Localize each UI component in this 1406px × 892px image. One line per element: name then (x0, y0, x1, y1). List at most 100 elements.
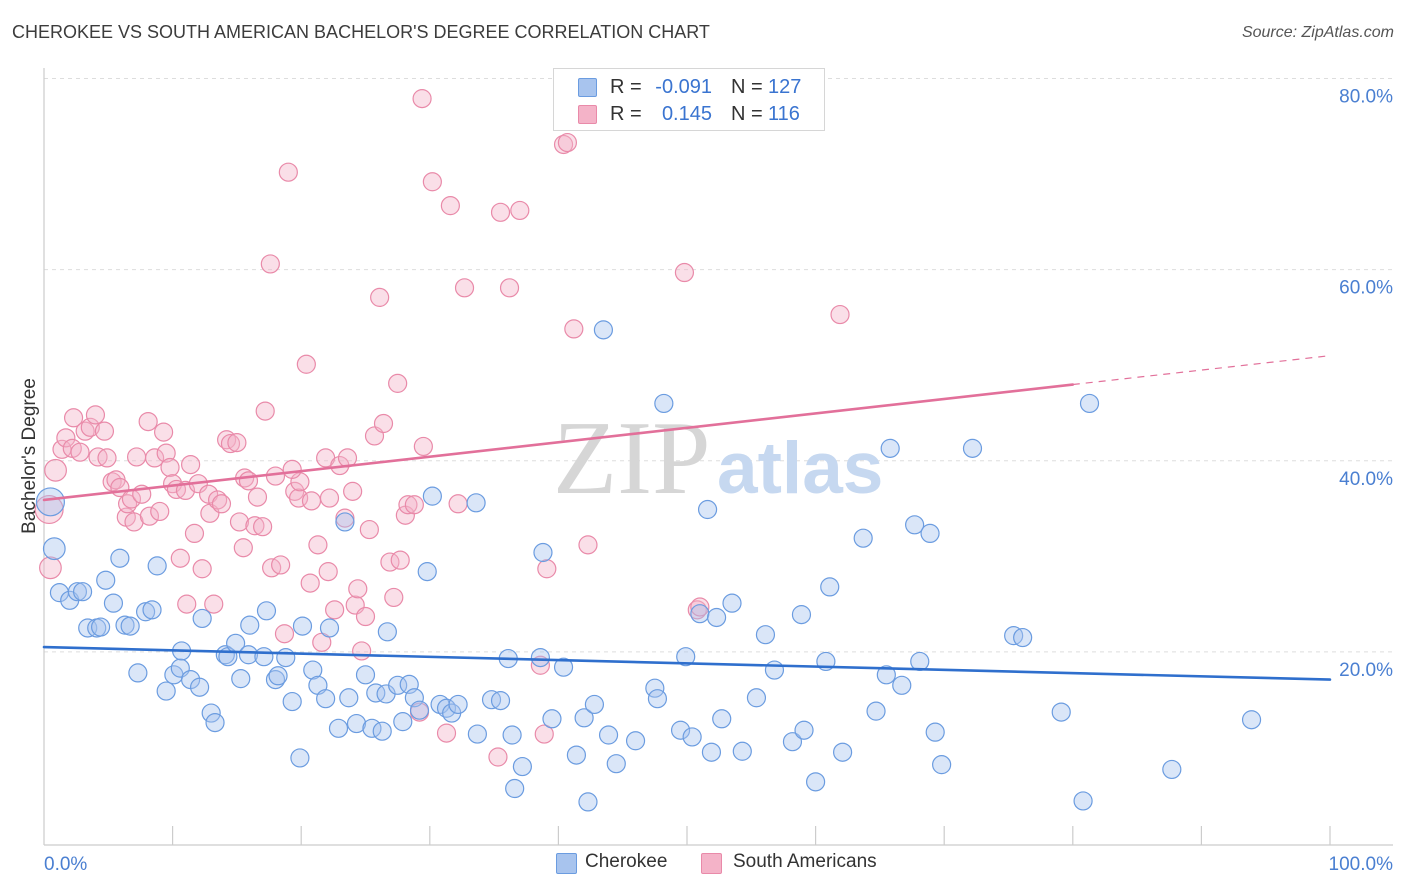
south-american-point (318, 562, 338, 582)
cherokee-point (201, 703, 221, 723)
cherokee-point (920, 523, 940, 544)
south-american-point (412, 89, 432, 109)
legend-label-south-americans: South Americans (733, 851, 877, 872)
cherokee-point (35, 487, 65, 517)
south-american-point (448, 494, 468, 514)
chart-title: CHEROKEE VS SOUTH AMERICAN BACHELOR'S DE… (12, 22, 710, 42)
n-label: N = (731, 76, 763, 98)
south-american-point (139, 506, 160, 526)
south-american-point (355, 606, 376, 627)
legend-swatch-cherokee (556, 853, 577, 874)
south-american-point (70, 442, 90, 462)
y-tick-label: 40.0% (1339, 469, 1393, 490)
cherokee-point (268, 666, 288, 686)
cherokee-point (584, 694, 605, 715)
cherokee-point (676, 647, 696, 667)
south-american-point (150, 501, 170, 522)
cherokee-point (422, 486, 442, 506)
south-american-point (490, 202, 511, 222)
south-american-point (85, 405, 106, 425)
cherokee-point (910, 651, 930, 672)
south-american-point (282, 459, 302, 479)
south-american-point (454, 278, 475, 298)
cherokee-point (120, 616, 140, 636)
cherokee-point (90, 617, 111, 637)
cherokee-point (417, 562, 437, 582)
cherokee-point (706, 607, 727, 628)
cherokee-point (876, 665, 896, 685)
south-american-point (260, 254, 280, 274)
south-american-point (359, 519, 379, 540)
cherokee-point (254, 647, 274, 667)
cherokee-point (654, 393, 674, 414)
cherokee-point (512, 756, 532, 777)
south-american-point (301, 491, 322, 511)
south-american-point (138, 412, 158, 432)
south-american-point (278, 162, 298, 182)
south-american-point (271, 555, 291, 575)
south-american-point (390, 550, 410, 570)
south-american-trend-line-extension (1072, 355, 1331, 386)
south-american-point (177, 594, 197, 614)
cherokee-point (722, 593, 742, 613)
south-american-point (388, 373, 408, 393)
cherokee-point (593, 320, 614, 340)
south-american-point (325, 600, 345, 620)
cherokee-point (701, 742, 722, 762)
cherokee-point (598, 725, 619, 745)
south-american-point (253, 517, 273, 537)
cherokee-point (1162, 759, 1182, 780)
cherokee-point (505, 778, 525, 799)
south-american-point (181, 455, 201, 475)
south-american-point (690, 597, 710, 617)
trend-lines (42, 355, 1332, 681)
cherokee-point (192, 608, 212, 629)
south-american-point (156, 443, 176, 463)
y-tick-label: 20.0% (1339, 660, 1393, 681)
cherokee-point (578, 792, 598, 812)
south-american-point (404, 495, 424, 515)
cherokee-point (805, 772, 826, 792)
cherokee-point (853, 528, 873, 548)
south-american-point (440, 196, 460, 216)
south-american-point (274, 624, 295, 644)
data-points (34, 89, 1262, 812)
cherokee-point (746, 688, 767, 708)
cherokee-point (467, 724, 487, 744)
cherokee-point (490, 691, 511, 711)
cherokee-point (690, 604, 710, 624)
cherokee-point (147, 556, 167, 576)
cherokee-point (1241, 710, 1262, 730)
south-american-point (160, 457, 180, 478)
cherokee-point (393, 712, 413, 732)
south-american-point (830, 304, 850, 325)
cherokee-point (231, 669, 251, 689)
south-american-point (352, 641, 372, 661)
x-tick-label: 0.0% (44, 854, 87, 875)
cherokee-point (712, 709, 732, 729)
cherokee-point (319, 618, 340, 638)
south-american-point (674, 262, 695, 283)
south-american-point (255, 401, 275, 421)
south-american-point (348, 579, 368, 599)
cherokee-point (574, 708, 594, 728)
y-tick-label: 60.0% (1339, 278, 1393, 299)
cherokee-point (925, 722, 945, 742)
cherokee-point (240, 615, 260, 635)
south-american-point (245, 516, 265, 536)
south-american-point (537, 559, 557, 579)
cherokee-point (290, 748, 310, 768)
south-american-point (238, 471, 259, 491)
south-american-point (80, 417, 100, 437)
south-americans-stats-row: R = 0.145 N = 116 (554, 101, 824, 127)
correlation-legend-box: R = -0.091 N = 127 R = 0.145 N = 116 (553, 68, 825, 131)
south-american-point (384, 587, 404, 608)
south-american-point (220, 433, 241, 454)
south-american-point (192, 559, 212, 579)
south-american-point (296, 354, 316, 374)
cherokee-point (96, 570, 116, 590)
r-value: -0.091 (655, 76, 712, 98)
south-american-point (94, 421, 115, 441)
south-american-point (233, 538, 253, 558)
